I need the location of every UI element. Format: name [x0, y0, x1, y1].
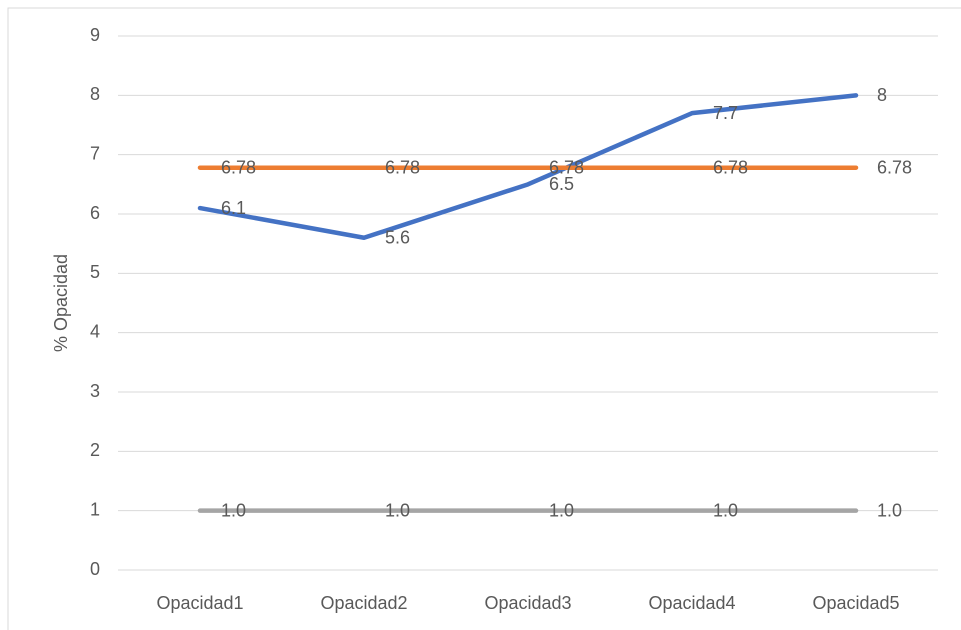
y-axis-label: % Opacidad	[51, 254, 71, 352]
data-label: 1.0	[877, 500, 902, 520]
y-tick-label: 0	[90, 559, 100, 579]
y-tick-label: 1	[90, 499, 100, 519]
data-label: 1.0	[385, 500, 410, 520]
data-label: 8	[877, 85, 887, 105]
data-label: 6.78	[385, 157, 420, 177]
y-tick-label: 8	[90, 84, 100, 104]
data-label: 6.78	[713, 157, 748, 177]
x-tick-label: Opacidad4	[648, 593, 735, 613]
y-tick-label: 7	[90, 143, 100, 163]
data-label: 1.0	[221, 500, 246, 520]
x-tick-label: Opacidad3	[484, 593, 571, 613]
data-label: 1.0	[549, 500, 574, 520]
data-label: 6.5	[549, 174, 574, 194]
data-label: 7.7	[713, 103, 738, 123]
y-tick-label: 5	[90, 262, 100, 282]
y-tick-label: 6	[90, 203, 100, 223]
series-line	[197, 93, 859, 240]
y-tick-label: 2	[90, 440, 100, 460]
data-label: 5.6	[385, 227, 410, 247]
chart-border	[7, 7, 961, 630]
data-label: 6.78	[221, 157, 256, 177]
y-tick-label: 3	[90, 381, 100, 401]
x-tick-label: Opacidad1	[156, 593, 243, 613]
x-tick-label: Opacidad5	[812, 593, 899, 613]
y-tick-label: 9	[90, 25, 100, 45]
data-label: 6.1	[221, 198, 246, 218]
data-label: 1.0	[713, 500, 738, 520]
y-tick-label: 4	[90, 321, 100, 341]
data-label: 6.78	[549, 157, 584, 177]
data-label: 6.78	[877, 157, 912, 177]
x-tick-label: Opacidad2	[320, 593, 407, 613]
